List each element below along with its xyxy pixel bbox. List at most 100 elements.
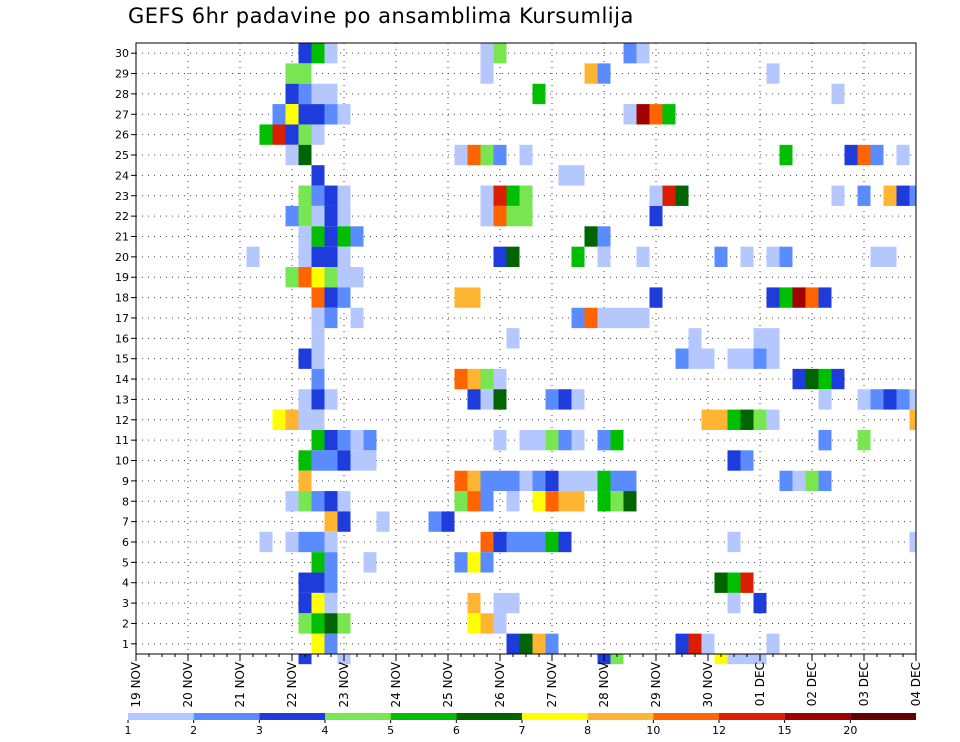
data-cells xyxy=(246,43,916,665)
heat-cell xyxy=(571,491,585,512)
heat-cell xyxy=(298,144,312,166)
heat-cell xyxy=(610,429,624,451)
chart-title: GEFS 6hr padavine po ansamblima Kursumli… xyxy=(128,4,634,28)
heat-cell xyxy=(259,531,273,553)
heat-cell xyxy=(350,267,364,288)
heat-cell xyxy=(571,307,585,329)
y-tick-label: 27 xyxy=(115,108,129,121)
legend-swatch xyxy=(390,713,457,720)
heat-cell xyxy=(792,470,806,492)
legend-label: 7 xyxy=(519,724,526,737)
heat-cell xyxy=(597,429,611,451)
legend-label: 5 xyxy=(387,724,394,737)
x-tick-label: 03 DEC xyxy=(857,662,871,706)
heat-cell xyxy=(506,633,520,654)
heat-cell xyxy=(636,43,650,64)
heat-cell xyxy=(285,124,299,145)
heat-cell xyxy=(506,328,520,349)
heat-cell xyxy=(818,287,832,308)
legend-label: 2 xyxy=(190,724,197,737)
heat-cell xyxy=(480,389,494,410)
heat-cell xyxy=(727,654,741,665)
heat-cell xyxy=(272,124,286,145)
heat-cell xyxy=(519,470,533,492)
heat-cell xyxy=(337,491,351,512)
heat-cell xyxy=(493,389,507,410)
heat-cell xyxy=(792,287,806,308)
legend-label: 15 xyxy=(778,724,792,737)
heat-cell xyxy=(571,470,585,492)
x-tick-label: 28 NOV xyxy=(597,661,611,707)
heat-cell xyxy=(805,368,819,390)
y-tick-label: 20 xyxy=(115,251,129,264)
heat-cell xyxy=(714,572,728,593)
heat-cell xyxy=(571,165,585,186)
heat-cell xyxy=(909,389,916,410)
heat-cell xyxy=(896,389,910,410)
heat-cell xyxy=(467,287,481,308)
heat-cell xyxy=(363,429,377,451)
heat-cell xyxy=(480,470,494,492)
legend-swatch xyxy=(587,713,654,720)
y-axis-ticks: 1234567891011121314151617181920212223242… xyxy=(115,47,136,651)
heat-cell xyxy=(714,246,728,268)
heat-cell xyxy=(545,389,559,410)
heat-cell xyxy=(766,409,780,430)
color-legend: 1 2 3 4 5 6 7 8 10 12 15 20 xyxy=(125,713,916,737)
heat-cell xyxy=(597,246,611,268)
heat-cell xyxy=(610,491,624,512)
heat-cell xyxy=(493,613,507,634)
heat-cell xyxy=(883,389,897,410)
heat-cell xyxy=(337,104,351,125)
heat-cell xyxy=(506,470,520,492)
heat-cell xyxy=(480,43,494,64)
heat-cell xyxy=(506,491,520,512)
heat-cell xyxy=(532,531,546,553)
heat-cell xyxy=(311,165,325,186)
heat-cell xyxy=(298,267,312,288)
heat-cell xyxy=(571,389,585,410)
heat-cell xyxy=(831,83,845,105)
x-axis-ticks: 19 NOV 20 NOV 21 NOV 22 NOV 23 NOV 24 NOV 25 N… xyxy=(129,654,923,708)
heat-cell xyxy=(857,389,871,410)
heat-cell xyxy=(337,205,351,227)
heat-cell xyxy=(467,144,481,166)
y-tick-label: 3 xyxy=(122,597,129,610)
y-tick-label: 2 xyxy=(122,617,129,630)
heat-cell xyxy=(493,246,507,268)
heat-cell xyxy=(727,531,741,553)
heat-cell xyxy=(480,185,494,206)
y-tick-label: 23 xyxy=(115,190,129,203)
x-tick-label: 26 NOV xyxy=(493,661,507,707)
heat-cell xyxy=(298,491,312,512)
heat-cell xyxy=(298,470,312,492)
heat-cell xyxy=(298,450,312,471)
heat-cell xyxy=(818,368,832,390)
heat-cell xyxy=(311,267,325,288)
heat-cell xyxy=(727,592,741,614)
heat-cell xyxy=(870,389,884,410)
heat-cell xyxy=(298,348,312,369)
heat-cell xyxy=(493,144,507,166)
heat-cell xyxy=(467,552,481,573)
heat-cell xyxy=(779,246,793,268)
heat-cell xyxy=(467,368,481,390)
legend-swatch xyxy=(653,713,719,720)
heat-cell xyxy=(298,531,312,553)
heat-cell xyxy=(298,43,312,64)
heat-cell xyxy=(298,124,312,145)
heat-cell xyxy=(623,43,637,64)
x-tick-label: 23 NOV xyxy=(337,661,351,707)
heat-cell xyxy=(532,470,546,492)
heat-cell xyxy=(610,307,624,329)
heat-cell xyxy=(311,552,325,573)
heat-cell xyxy=(285,531,299,553)
heat-cell xyxy=(454,144,468,166)
heat-cell xyxy=(506,592,520,614)
heat-cell xyxy=(454,470,468,492)
heat-cell xyxy=(428,511,442,532)
legend-swatch xyxy=(259,713,325,720)
heat-cell xyxy=(909,409,916,430)
heat-cell xyxy=(337,185,351,206)
x-tick-label: 27 NOV xyxy=(545,661,559,707)
